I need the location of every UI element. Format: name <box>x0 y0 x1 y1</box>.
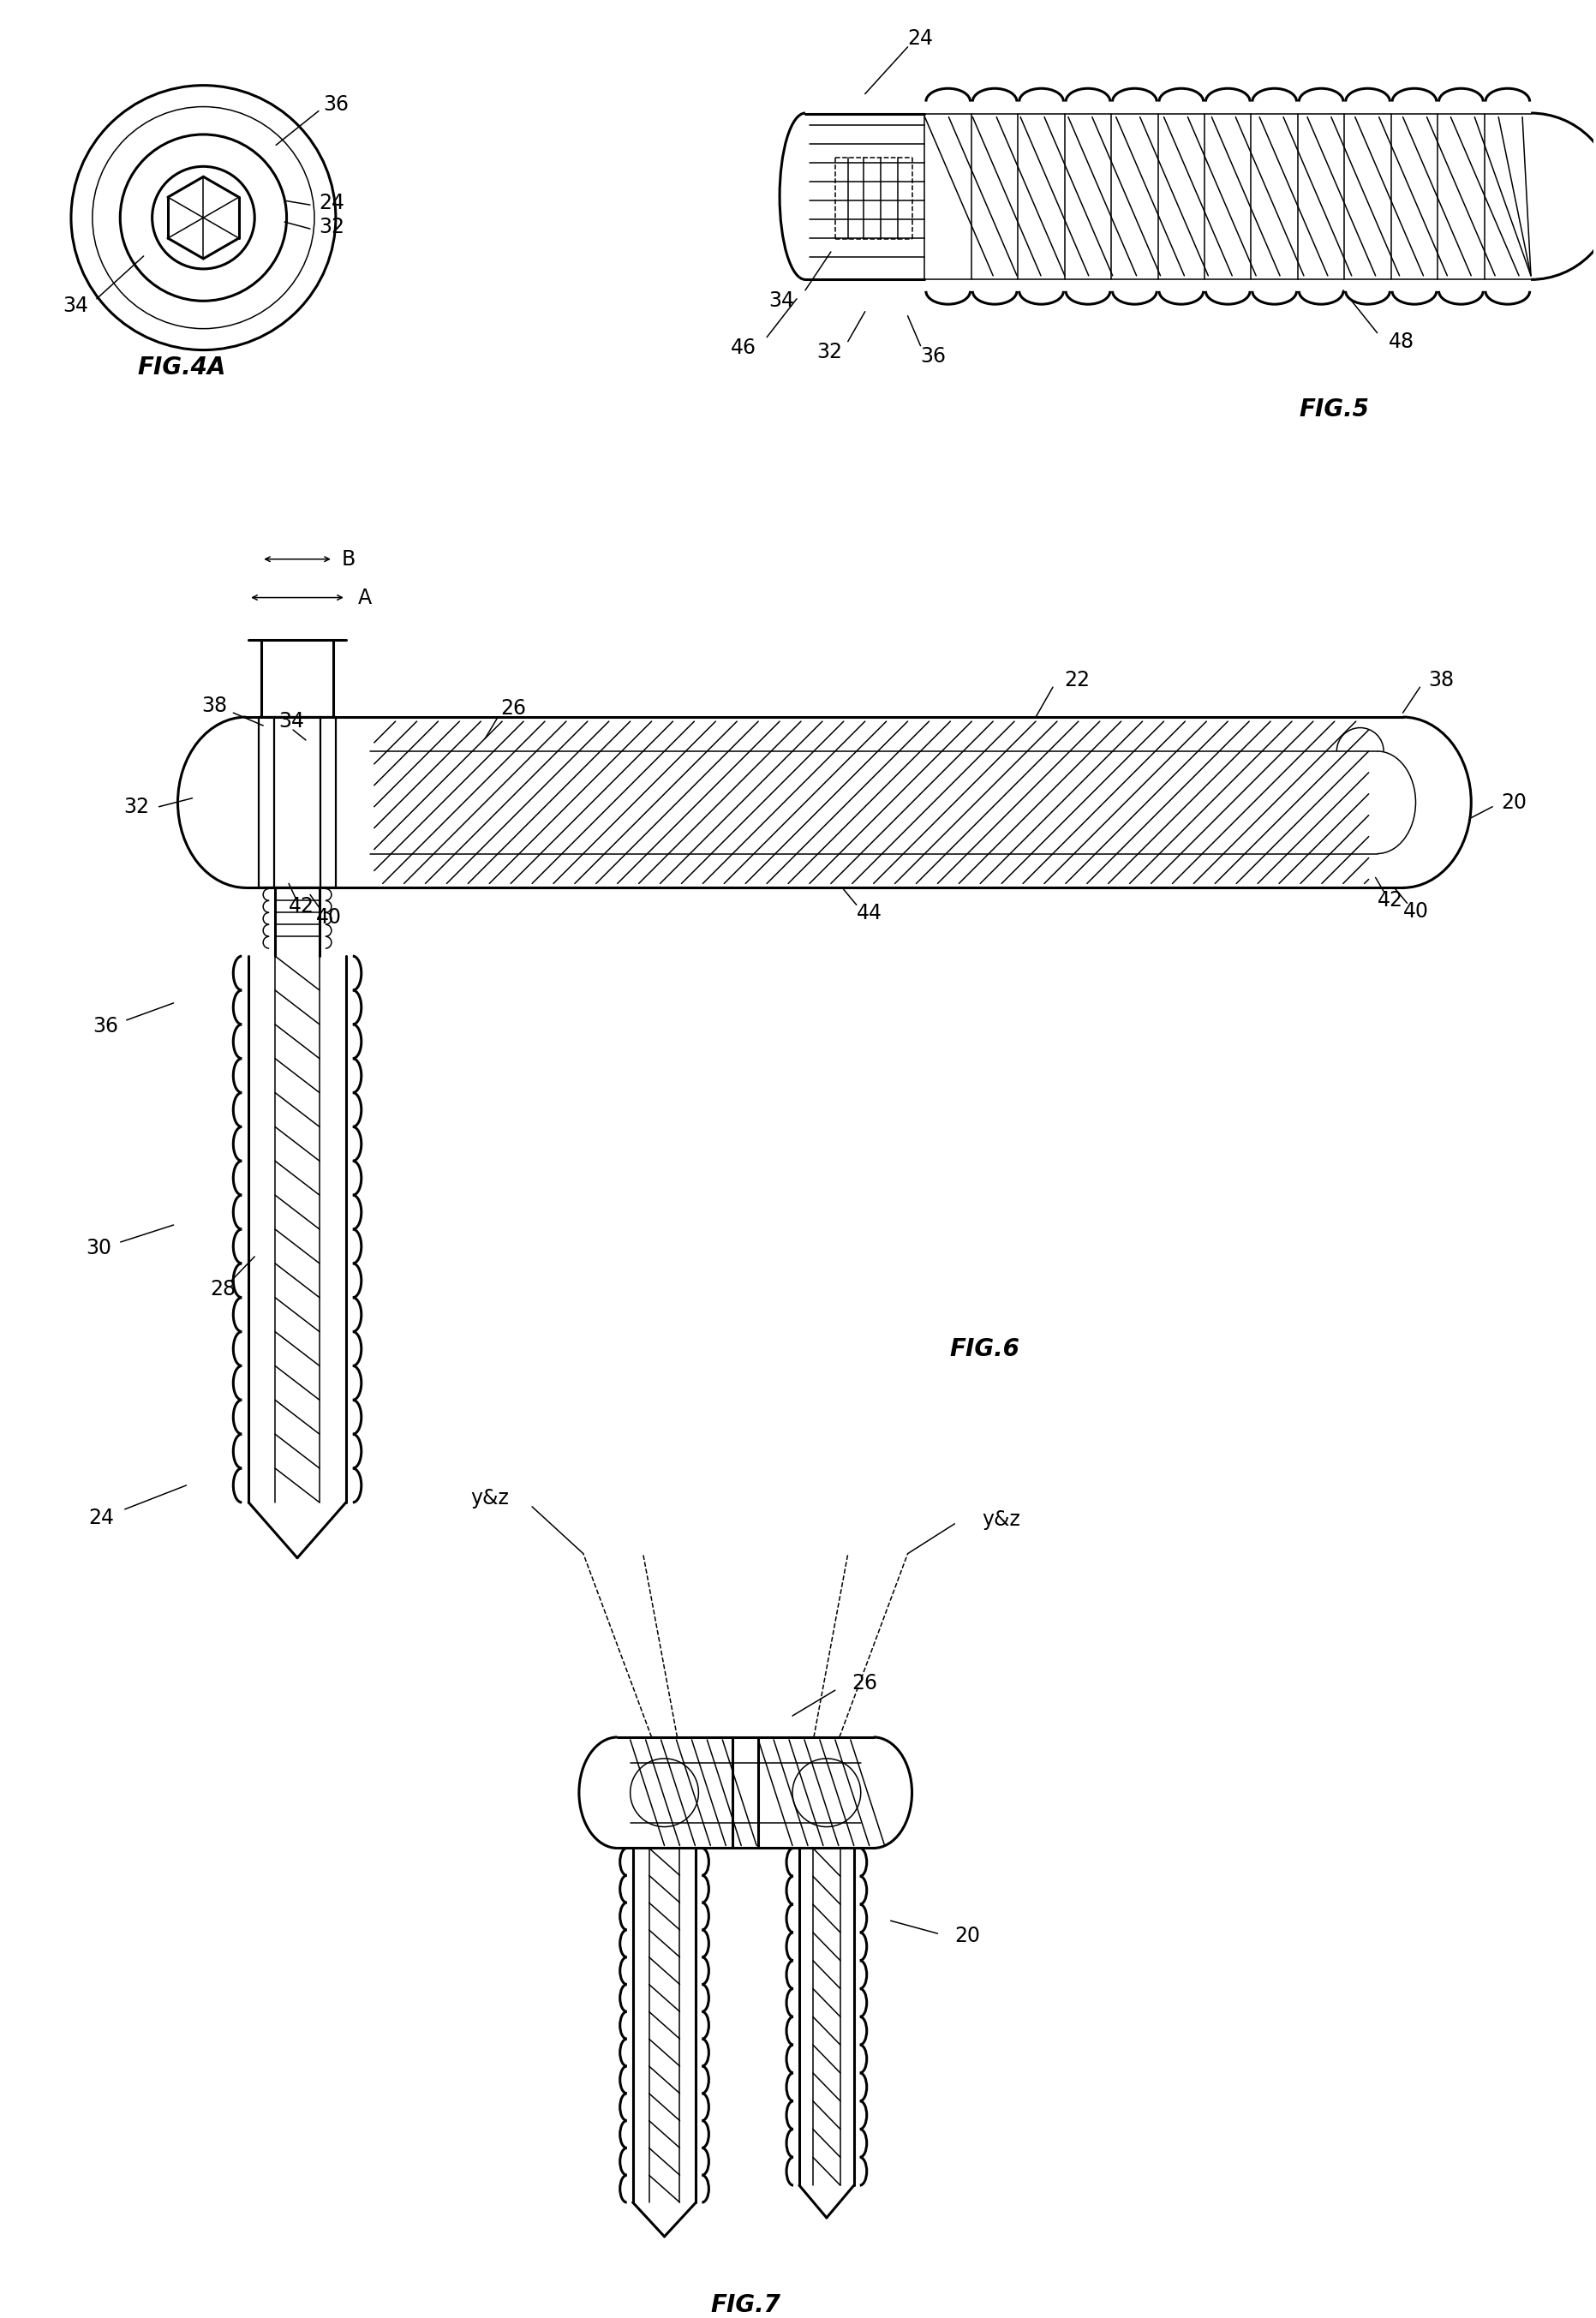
Text: y&z: y&z <box>983 1509 1021 1530</box>
Text: 30: 30 <box>86 1238 112 1259</box>
Text: FIG.4A: FIG.4A <box>137 355 227 380</box>
Text: 36: 36 <box>93 1015 118 1036</box>
Text: 32: 32 <box>319 218 345 236</box>
Text: 20: 20 <box>954 1926 980 1947</box>
Text: 28: 28 <box>211 1280 236 1300</box>
Text: y&z: y&z <box>471 1488 509 1509</box>
Text: 24: 24 <box>88 1507 113 1528</box>
Text: 34: 34 <box>62 294 88 315</box>
Text: 20: 20 <box>1500 793 1527 814</box>
Text: A: A <box>358 586 372 607</box>
Text: 24: 24 <box>319 192 345 213</box>
Text: 36: 36 <box>322 93 348 114</box>
Text: 42: 42 <box>289 897 314 918</box>
Text: 24: 24 <box>908 28 934 49</box>
Text: 34: 34 <box>278 712 305 732</box>
Text: B: B <box>342 549 356 570</box>
Text: 48: 48 <box>1389 331 1414 352</box>
Text: 26: 26 <box>501 698 527 719</box>
Text: 36: 36 <box>921 345 946 366</box>
Text: 42: 42 <box>1377 890 1403 911</box>
Text: 34: 34 <box>769 290 795 311</box>
Text: 38: 38 <box>201 695 227 716</box>
Text: 32: 32 <box>124 797 150 816</box>
Text: 44: 44 <box>857 904 883 923</box>
Text: 40: 40 <box>316 906 342 927</box>
Text: 46: 46 <box>731 336 757 357</box>
Text: 40: 40 <box>1403 902 1428 923</box>
Text: FIG.5: FIG.5 <box>1299 399 1369 422</box>
Text: FIG.6: FIG.6 <box>950 1337 1020 1361</box>
Text: 38: 38 <box>1428 670 1454 691</box>
Text: 26: 26 <box>852 1674 878 1694</box>
Text: 32: 32 <box>816 341 843 362</box>
Text: 22: 22 <box>1065 670 1090 691</box>
Text: FIG.7: FIG.7 <box>710 2293 780 2316</box>
